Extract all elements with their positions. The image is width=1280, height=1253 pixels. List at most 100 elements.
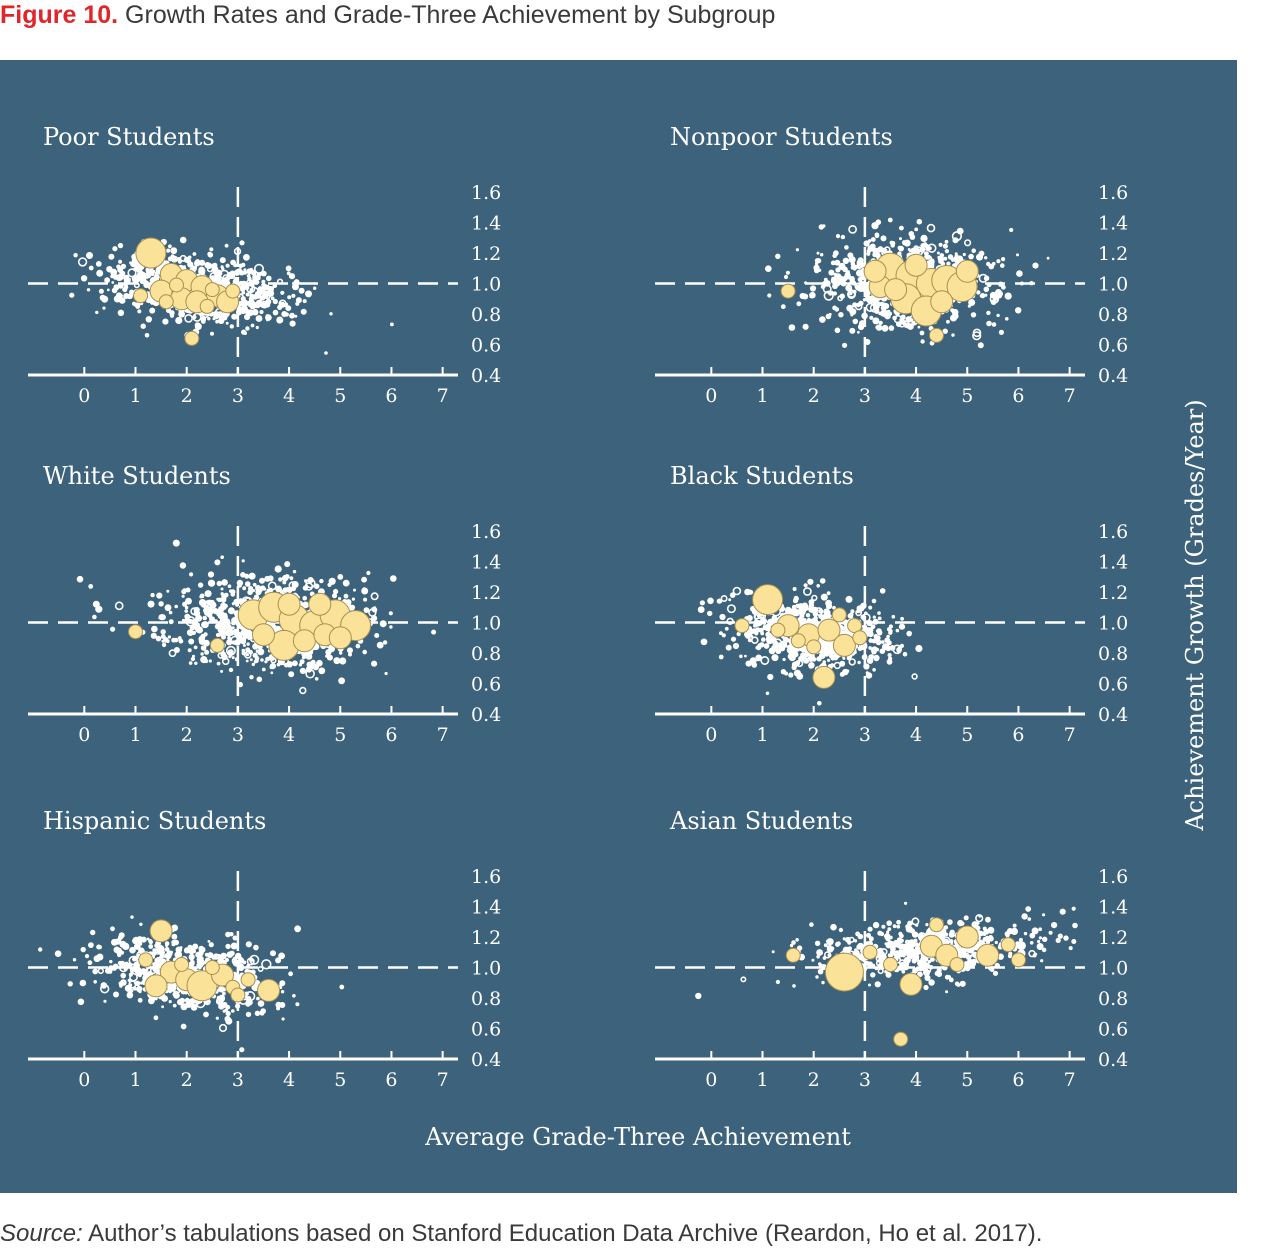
data-point [230, 942, 238, 950]
data-point [834, 327, 841, 334]
data-point [750, 636, 759, 645]
data-point [98, 288, 104, 294]
data-point [177, 636, 182, 640]
data-point [95, 310, 99, 315]
highlight-point [752, 584, 784, 616]
highlight-point [158, 294, 174, 310]
data-point [813, 264, 820, 271]
x-tick-label: 4 [910, 1069, 922, 1091]
data-point [865, 295, 873, 303]
data-point [904, 939, 910, 945]
data-point [166, 248, 171, 253]
data-point [877, 611, 881, 615]
data-point [986, 320, 992, 327]
data-point [231, 1009, 235, 1013]
data-point [835, 234, 841, 239]
y-tick-label: 0.8 [471, 304, 501, 326]
x-tick-label: 2 [181, 724, 193, 746]
highlight-point [133, 288, 149, 304]
data-point [1040, 959, 1044, 963]
data-point [255, 325, 259, 330]
data-point [198, 261, 203, 266]
data-point [887, 653, 892, 658]
data-point [987, 926, 995, 934]
data-point [818, 614, 825, 620]
data-point [224, 957, 229, 963]
y-tick-label: 1.2 [1098, 927, 1128, 949]
data-point [848, 658, 856, 666]
data-point [852, 318, 859, 325]
data-point [282, 587, 289, 593]
y-tick-label: 1.2 [1098, 243, 1128, 265]
y-tick-label: 1.6 [1098, 866, 1128, 888]
data-point [156, 592, 163, 599]
data-point [794, 603, 803, 612]
data-point [904, 960, 910, 965]
data-point [252, 652, 258, 658]
highlight-point [240, 972, 256, 988]
data-point [842, 266, 848, 273]
source-note: Source: Author’s tabulations based on St… [0, 1219, 1042, 1249]
figure-title-text: Growth Rates and Grade-Three Achievement… [125, 1, 776, 29]
data-point [819, 578, 826, 584]
data-point [225, 1017, 233, 1025]
x-tick-label: 6 [1012, 1069, 1024, 1091]
data-point [90, 929, 96, 936]
data-point [767, 293, 772, 298]
data-point [164, 952, 172, 960]
data-point [265, 656, 271, 662]
data-point [944, 239, 949, 244]
data-point [244, 581, 251, 587]
data-point [106, 266, 113, 273]
y-tick-label: 1.0 [1098, 958, 1128, 980]
data-point [200, 656, 208, 664]
data-point [875, 325, 880, 330]
x-tick-label: 2 [808, 385, 820, 407]
data-point [241, 305, 248, 313]
data-point [144, 972, 150, 977]
data-point [254, 302, 258, 306]
data-point [853, 939, 858, 943]
data-point [1015, 307, 1022, 314]
data-point [136, 985, 143, 993]
data-point [319, 578, 324, 584]
data-point [985, 916, 991, 923]
data-point [252, 643, 259, 650]
data-point [1068, 946, 1073, 951]
data-point [77, 998, 85, 1006]
data-point [188, 661, 193, 665]
data-point [128, 988, 134, 993]
data-point [261, 667, 266, 672]
data-point [379, 620, 387, 628]
data-point [880, 310, 886, 317]
data-point [198, 945, 204, 952]
data-point [230, 592, 236, 597]
y-tick-label: 1.6 [471, 521, 501, 543]
data-point [231, 656, 235, 660]
data-point [167, 988, 173, 994]
data-point [189, 956, 194, 961]
highlight-point [292, 629, 316, 653]
data-point [996, 293, 1003, 299]
data-point [185, 587, 191, 593]
data-point [198, 635, 205, 643]
data-point [925, 923, 929, 927]
data-point [184, 605, 189, 610]
highlight-point [862, 944, 878, 960]
data-point [719, 631, 723, 636]
data-point [809, 922, 814, 927]
data-point [283, 302, 288, 308]
data-point [343, 593, 349, 599]
data-point [1009, 227, 1014, 233]
data-point [959, 980, 966, 987]
data-point [1025, 906, 1032, 912]
highlight-point [169, 277, 184, 293]
data-point [197, 582, 204, 588]
data-point [863, 240, 870, 247]
data-point [292, 994, 296, 998]
data-point [818, 224, 824, 230]
highlight-point [770, 622, 786, 638]
data-point [848, 224, 857, 234]
data-point [284, 312, 289, 317]
highlight-point [806, 639, 822, 655]
